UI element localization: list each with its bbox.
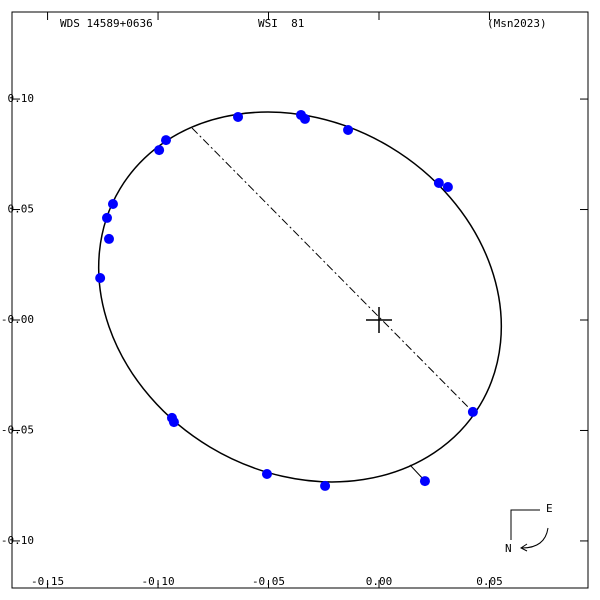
compass-arrow <box>520 527 549 552</box>
observation <box>160 135 171 146</box>
x-tick-label: 0.00 <box>366 575 393 588</box>
header-right: (Msn2023) <box>487 17 547 30</box>
frame <box>11 11 589 589</box>
observation <box>102 212 113 223</box>
y-tick-label: -0.10 <box>1 534 34 547</box>
compass <box>510 509 540 540</box>
observation <box>320 480 331 491</box>
header-left: WDS 14589+0636 <box>60 17 153 30</box>
header-center: WSI 81 <box>258 17 304 30</box>
observation <box>154 145 165 156</box>
observation <box>233 111 244 122</box>
compass-n: N <box>505 542 512 555</box>
x-tick-label: 0.05 <box>476 575 503 588</box>
observation <box>95 273 106 284</box>
x-tick-label: -0.05 <box>252 575 285 588</box>
line-of-apsides <box>191 127 474 413</box>
observation <box>107 199 118 209</box>
y-tick-label: -0.00 <box>1 313 34 326</box>
observation <box>168 417 179 428</box>
x-tick-label: -0.15 <box>31 575 64 588</box>
observation <box>299 113 310 124</box>
observation <box>433 178 444 189</box>
observation <box>103 233 114 244</box>
y-tick-label: 0.05 <box>8 203 35 216</box>
x-tick-label: -0.10 <box>141 575 174 588</box>
observation <box>442 181 453 192</box>
observation <box>343 124 354 135</box>
observation <box>467 406 478 417</box>
y-tick-label: 0.10 <box>8 92 35 105</box>
observation <box>419 476 430 487</box>
orbit <box>97 111 503 483</box>
y-tick-label: -0.05 <box>1 423 34 436</box>
observation <box>261 468 272 479</box>
compass-e: E <box>546 502 553 515</box>
